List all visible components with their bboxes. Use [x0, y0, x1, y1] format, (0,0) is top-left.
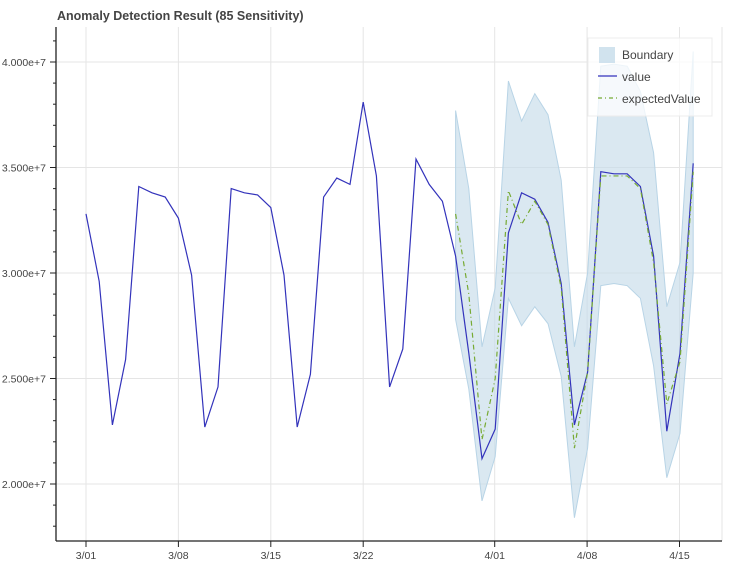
legend-label: expectedValue	[622, 92, 701, 106]
boundary-band	[455, 51, 694, 518]
y-tick-label: 2.000e+7	[2, 479, 46, 491]
legend-label: value	[622, 70, 651, 84]
y-tick-label: 4.000e+7	[2, 57, 46, 69]
axes: 2.000e+7 2.500e+7 3.000e+7 3.500e+7 4.000e+7…	[2, 27, 722, 562]
x-tick-label: 4/01	[484, 550, 505, 562]
expected-value-line	[455, 171, 694, 449]
y-tick-label: 3.500e+7	[2, 163, 46, 175]
x-tick-label: 3/01	[76, 550, 97, 562]
y-tick-label: 3.000e+7	[2, 268, 46, 280]
series-lines	[85, 101, 694, 461]
y-tick-label: 2.500e+7	[2, 374, 46, 386]
boundary-area	[455, 51, 694, 518]
x-tick-label: 3/22	[353, 550, 374, 562]
boundary-legend-swatch	[599, 47, 615, 63]
legend-label: Boundary	[622, 48, 673, 62]
chart-title: Anomaly Detection Result (85 Sensitivity…	[57, 9, 304, 23]
x-tick-label: 3/08	[168, 550, 189, 562]
legend: Boundary value expectedValue	[587, 37, 713, 117]
x-tick-label: 4/08	[577, 550, 598, 562]
x-tick-label: 4/15	[669, 550, 690, 562]
x-tick-label: 3/15	[261, 550, 282, 562]
